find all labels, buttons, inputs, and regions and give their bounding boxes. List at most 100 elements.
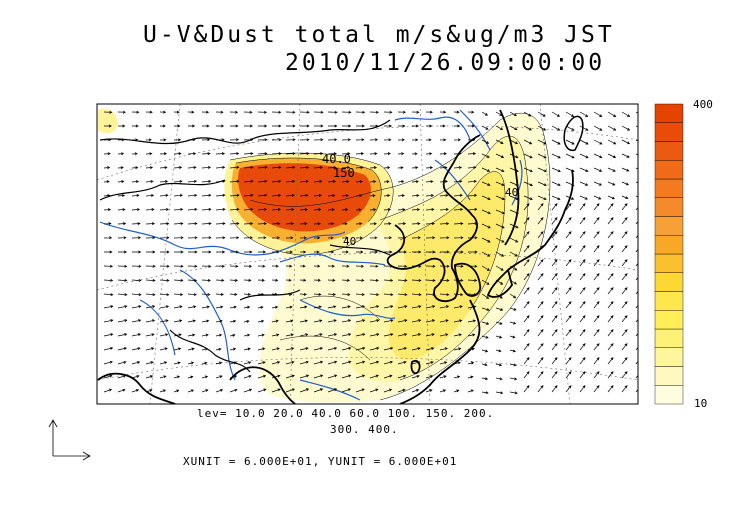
wind-arrow [495,377,503,381]
wind-arrow [257,333,265,337]
wind-arrow [313,333,323,337]
wind-arrow [131,208,141,211]
wind-arrow [243,207,254,211]
wind-arrow [173,236,184,240]
wind-arrow [313,292,322,296]
wind-arrow [635,234,638,239]
wind-arrow [383,346,394,351]
wind-arrow [621,245,628,253]
wind-arrow [215,305,224,309]
wind-arrow [411,388,420,393]
wind-arrow [467,293,477,297]
colorbar-step [654,178,684,198]
wind-arrow [467,179,477,183]
wind-arrow [565,167,575,173]
wind-arrow [383,293,394,297]
wind-arrow [509,293,517,299]
wind-arrow [593,111,603,117]
wind-arrow [551,371,558,379]
wind-arrow [383,194,391,198]
wind-arrow [145,193,155,197]
wind-arrow [467,236,478,240]
wind-arrow [383,333,394,337]
wind-arrow [299,264,306,268]
wind-arrow [439,347,448,351]
wind-arrow [425,347,435,351]
wind-arrow [579,371,586,379]
wind-arrow [299,278,307,282]
wind-arrow [159,193,169,197]
wind-arrow [495,209,505,215]
wind-arrow [411,374,420,379]
wind-arrow [313,305,322,309]
wind-arrow [173,293,184,297]
wind-arrow [131,333,142,337]
wind-arrow [635,318,638,323]
wind-arrow [215,193,226,197]
wind-arrow [131,305,142,309]
wind-arrow [229,319,237,323]
wind-arrow [440,124,446,128]
wind-arrow [285,347,295,351]
wind-arrow [411,264,422,268]
wind-arrow [593,301,600,309]
wind-arrow [523,203,530,211]
wind-arrow [244,250,253,254]
wind-arrow [523,139,533,145]
wind-arrow [285,236,294,240]
wind-arrow [216,250,226,254]
wind-arrow [383,360,394,365]
wind-arrow [621,217,628,225]
wind-arrow [299,179,309,183]
wind-arrow [453,293,464,297]
wind-arrow [495,279,504,285]
wind-arrow [383,208,391,212]
wind-arrow [537,301,544,309]
wind-arrow [537,343,544,351]
wind-arrow [355,278,365,282]
wind-arrow [117,346,128,351]
wind-arrow [523,273,530,281]
wind-arrow [173,165,183,169]
wind-arrow [257,305,264,309]
wind-arrow [355,110,366,114]
wind-arrow [551,343,558,351]
wind-arrow [285,138,296,142]
wind-arrow [215,333,223,337]
wind-arrow [285,278,292,282]
wind-arrow [159,222,170,226]
wind-arrow [285,333,294,337]
wind-arrow [537,259,544,267]
wind-arrow [607,371,614,379]
wind-arrow [495,251,505,257]
wind-arrow [453,389,460,393]
wind-arrow [341,374,352,379]
wind-arrow [621,273,628,281]
wind-arrow [411,293,422,297]
wind-arrow [523,259,530,267]
wind-arrow [369,110,379,114]
wind-arrow [607,153,617,158]
wind-arrow [411,194,420,197]
wind-arrow [285,110,296,114]
wind-arrow [187,347,195,351]
wind-arrow [425,293,436,297]
wind-arrow [565,181,575,186]
wind-arrow [257,110,268,114]
wind-arrow [481,307,490,312]
wind-arrow [383,138,392,142]
wind-arrow [509,363,517,367]
wind-arrow [243,305,251,309]
wind-arrow [467,361,475,365]
wind-arrow [565,153,575,159]
wind-arrow [523,153,533,159]
wind-arrow [103,360,113,365]
wind-arrow [523,315,530,323]
wind-arrow [411,138,419,142]
wind-arrow [635,195,638,198]
wind-arrow [370,124,379,128]
wind-arrow [202,124,210,128]
colorbar-step [654,122,684,142]
wind-arrow [565,245,572,253]
wind-arrow [118,250,128,254]
